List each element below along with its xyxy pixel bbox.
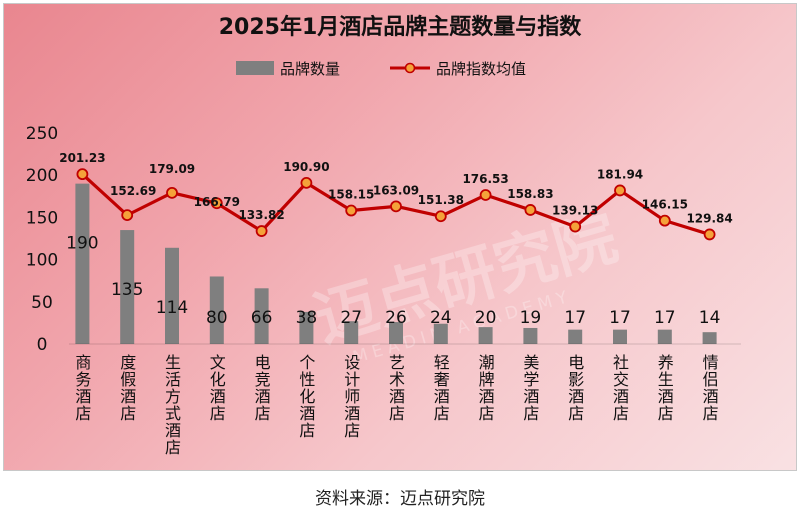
bar xyxy=(254,288,269,344)
category-label: 生活方式酒店 xyxy=(165,353,181,457)
x-axis: 商务酒店 度假酒店 生活方式酒店 文化酒店 电竞酒店 个性化酒店 设计师酒店 艺术酒店 轻奢酒店… xyxy=(75,353,718,457)
legend-bar-swatch xyxy=(236,61,274,75)
bar-value-label: 20 xyxy=(475,308,497,328)
bar-value-label: 135 xyxy=(111,280,143,300)
line-point xyxy=(569,220,582,233)
bar-value-label: 24 xyxy=(430,308,452,328)
line-point xyxy=(390,200,402,213)
bar-value-label: 17 xyxy=(564,308,586,328)
category-label: 电影酒店 xyxy=(568,353,584,423)
bar xyxy=(523,327,538,344)
line-point xyxy=(255,225,268,237)
bar-value-label: 66 xyxy=(251,308,273,328)
line-point xyxy=(479,189,492,201)
line-point xyxy=(210,197,223,210)
bar-value-label: 190 xyxy=(66,234,98,254)
category-label: 美学酒店 xyxy=(523,353,539,423)
line-value-label: 129.84 xyxy=(686,211,732,225)
legend-line-marker xyxy=(404,62,416,74)
category-label: 度假酒店 xyxy=(120,353,136,423)
bar xyxy=(209,276,224,344)
line-value-label: 176.53 xyxy=(462,172,508,186)
line-value-label: 152.69 xyxy=(110,184,156,198)
legend-line-label: 品牌指数均值 xyxy=(436,60,526,78)
y-tick-label: 200 xyxy=(26,166,58,186)
line-point xyxy=(300,176,313,189)
category-label: 社交酒店 xyxy=(613,353,629,423)
category-label: 商务酒店 xyxy=(75,353,91,423)
line-value-label: 133.82 xyxy=(238,208,284,222)
bar-value-label: 17 xyxy=(654,308,676,328)
category-label: 情侣酒店 xyxy=(703,353,719,423)
bar xyxy=(389,322,403,344)
y-tick-label: 0 xyxy=(37,335,48,355)
line-value-label: 201.23 xyxy=(59,151,105,165)
line-point xyxy=(345,204,358,217)
bar-series: 190 135 114 80 66 38 27 26 24 20 19 17 17 17 14 xyxy=(66,183,741,345)
y-tick-label: 100 xyxy=(26,251,58,271)
chart-title: 2025年1月酒店品牌主题数量与指数 xyxy=(219,14,583,40)
y-tick-label: 150 xyxy=(26,208,58,228)
bar xyxy=(657,329,672,344)
chart-frame: 迈点研究院 MEADIN ACADEMY 2025年1月酒店品牌主题数量与指数 … xyxy=(3,3,797,471)
combo-chart: 迈点研究院 MEADIN ACADEMY 2025年1月酒店品牌主题数量与指数 … xyxy=(26,14,741,457)
legend: 品牌数量 品牌指数均值 xyxy=(236,60,526,78)
bar xyxy=(613,329,627,344)
bar xyxy=(299,311,314,344)
bar-value-label: 80 xyxy=(206,308,228,328)
bar-value-label: 17 xyxy=(609,308,631,328)
bar-value-label: 114 xyxy=(156,298,188,318)
category-label: 设计师酒店 xyxy=(344,353,360,440)
line-point xyxy=(434,210,447,223)
line-value-label: 181.94 xyxy=(597,167,643,181)
line-value-label: 146.15 xyxy=(642,198,688,212)
line-point xyxy=(76,168,89,181)
category-label: 个性化酒店 xyxy=(299,353,315,440)
category-label: 电竞酒店 xyxy=(255,353,271,423)
line-point xyxy=(614,184,626,197)
line-point xyxy=(703,228,716,241)
line-point xyxy=(121,209,134,222)
bar-value-label: 19 xyxy=(520,308,542,328)
bar xyxy=(120,230,135,344)
bar xyxy=(75,183,90,344)
y-axis: 0 50 100 150 200 250 xyxy=(26,124,58,355)
bar-value-label: 14 xyxy=(699,308,721,328)
source-note: 资料来源：迈点研究院 xyxy=(315,489,485,509)
line-value-label: 166.79 xyxy=(194,195,240,209)
line-value-label: 158.83 xyxy=(507,187,553,201)
category-label: 潮牌酒店 xyxy=(479,353,495,423)
category-label: 养生酒店 xyxy=(658,353,674,423)
line-value-label: 179.09 xyxy=(149,162,195,176)
bar-value-label: 27 xyxy=(340,308,362,328)
line-value-label: 151.38 xyxy=(418,193,464,207)
legend-bar-label: 品牌数量 xyxy=(280,60,340,78)
line-value-label: 163.09 xyxy=(373,183,419,197)
line-point xyxy=(524,204,537,216)
bar xyxy=(433,323,448,344)
line-value-label: 190.90 xyxy=(283,160,329,174)
category-label: 艺术酒店 xyxy=(389,353,405,423)
y-tick-label: 250 xyxy=(26,124,58,144)
line-value-label: 139.13 xyxy=(552,204,598,218)
category-label: 文化酒店 xyxy=(210,353,226,423)
line-point xyxy=(166,186,178,199)
bar xyxy=(165,247,179,344)
bar xyxy=(344,321,359,344)
y-tick-label: 50 xyxy=(31,293,53,313)
category-label: 轻奢酒店 xyxy=(434,353,450,423)
bar xyxy=(702,332,717,344)
bar xyxy=(478,327,493,344)
bar-value-label: 38 xyxy=(296,308,318,328)
line-value-label: 158.15 xyxy=(328,188,374,202)
line-point xyxy=(658,214,671,227)
bar xyxy=(568,329,583,344)
bar-value-label: 26 xyxy=(385,308,407,328)
